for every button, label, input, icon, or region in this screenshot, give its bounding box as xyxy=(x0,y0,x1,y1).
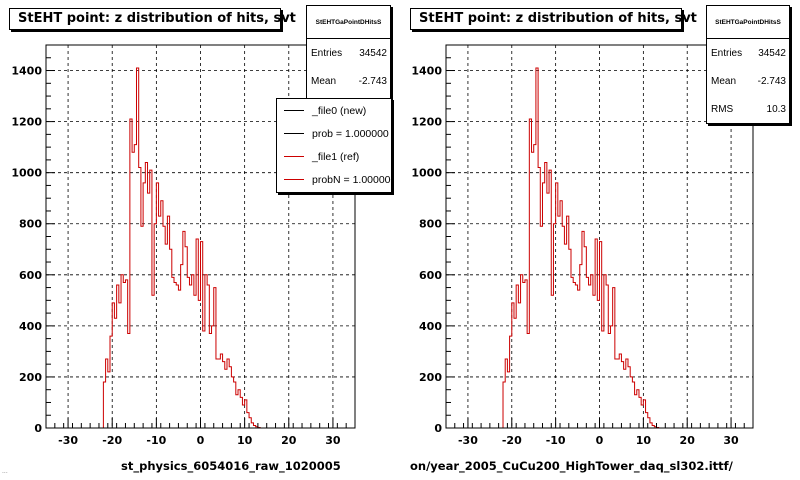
stats-row-entries: Entries 34542 xyxy=(307,39,390,67)
stats-row-mean: Mean -2.743 xyxy=(307,67,390,95)
y-tick-label: 400 xyxy=(19,320,42,333)
y-tick-label: 600 xyxy=(419,269,442,282)
chart-title-right: StEHT point: z distribution of hits, svt xyxy=(410,8,697,30)
y-tick-label: 1000 xyxy=(411,167,442,180)
y-tick-label: 1000 xyxy=(11,167,42,180)
legend-entry: prob = 1.000000 xyxy=(277,122,391,145)
stats-value: 34542 xyxy=(359,47,387,59)
legend-line-swatch xyxy=(284,133,304,134)
x-axis-title-right: on/year_2005_CuCu200_HighTower_daq_sl302… xyxy=(410,459,733,473)
x-tick-label: 30 xyxy=(325,434,341,447)
x-tick-label: 10 xyxy=(636,434,652,447)
x-axis-title-left: st_physics_6054016_raw_1020005 xyxy=(121,459,341,473)
y-tick-label: 200 xyxy=(19,371,42,384)
stats-value: -2.743 xyxy=(757,75,786,87)
footer-text: ... xyxy=(2,468,8,475)
x-tick-label: 0 xyxy=(596,434,604,447)
chart-title-left: StEHT point: z distribution of hits, svt xyxy=(9,8,296,30)
x-tick-label: 10 xyxy=(237,434,253,447)
y-tick-label: 1200 xyxy=(11,116,42,129)
stats-histogram-name: StEHTGaPointDHitsS xyxy=(307,6,390,39)
x-tick-label: -30 xyxy=(458,434,478,447)
y-tick-label: 800 xyxy=(19,218,42,231)
stats-label: Mean xyxy=(711,75,737,87)
stats-box-right: StEHTGaPointDHitsS Entries 34542 Mean -2… xyxy=(706,5,790,124)
legend-label: probN = 1.000000 xyxy=(312,173,392,186)
stats-label: Entries xyxy=(711,47,743,59)
legend-label: _file1 (ref) xyxy=(312,150,360,163)
stats-histogram-name: StEHTGaPointDHitsS xyxy=(707,6,789,39)
stats-row-rms: RMS 10.3 xyxy=(707,95,789,123)
x-tick-label: 20 xyxy=(680,434,696,447)
x-tick-label: 20 xyxy=(281,434,297,447)
stats-label: Mean xyxy=(311,75,337,87)
stats-label: Entries xyxy=(311,47,343,59)
x-tick-label: -10 xyxy=(146,434,166,447)
legend-entry: _file1 (ref) xyxy=(277,145,391,168)
legend-line-swatch xyxy=(284,110,304,111)
y-tick-label: 400 xyxy=(419,320,442,333)
legend-line-swatch xyxy=(284,156,304,157)
x-tick-label: -20 xyxy=(502,434,522,447)
x-tick-label: 30 xyxy=(723,434,739,447)
y-tick-label: 600 xyxy=(19,269,42,282)
stats-box-left: StEHTGaPointDHitsS Entries 34542 Mean -2… xyxy=(306,5,391,100)
stats-row-mean: Mean -2.743 xyxy=(707,67,789,95)
x-tick-label: -30 xyxy=(58,434,78,447)
histogram-series-line xyxy=(446,67,753,429)
y-tick-label: 200 xyxy=(419,371,442,384)
legend-entry: _file0 (new) xyxy=(277,99,391,122)
stats-label: RMS xyxy=(711,103,734,115)
stats-row-entries: Entries 34542 xyxy=(707,39,789,67)
legend-line-swatch xyxy=(284,179,304,180)
y-tick-label: 0 xyxy=(434,422,442,435)
y-tick-label: 1400 xyxy=(11,65,42,78)
legend-label: _file0 (new) xyxy=(312,104,367,117)
y-tick-label: 1200 xyxy=(411,116,442,129)
stats-value: 10.3 xyxy=(766,103,786,115)
y-tick-label: 800 xyxy=(419,218,442,231)
y-tick-label: 1400 xyxy=(411,65,442,78)
x-tick-label: -10 xyxy=(546,434,566,447)
x-tick-label: 0 xyxy=(197,434,205,447)
y-tick-label: 0 xyxy=(34,422,42,435)
legend-box: _file0 (new) prob = 1.000000 _file1 (ref… xyxy=(276,98,392,193)
x-tick-label: -20 xyxy=(102,434,122,447)
legend-label: prob = 1.000000 xyxy=(312,127,389,140)
stats-value: 34542 xyxy=(758,47,786,59)
legend-entry: probN = 1.000000 xyxy=(277,168,391,191)
histogram-series-line xyxy=(46,67,355,429)
stats-value: -2.743 xyxy=(358,75,387,87)
